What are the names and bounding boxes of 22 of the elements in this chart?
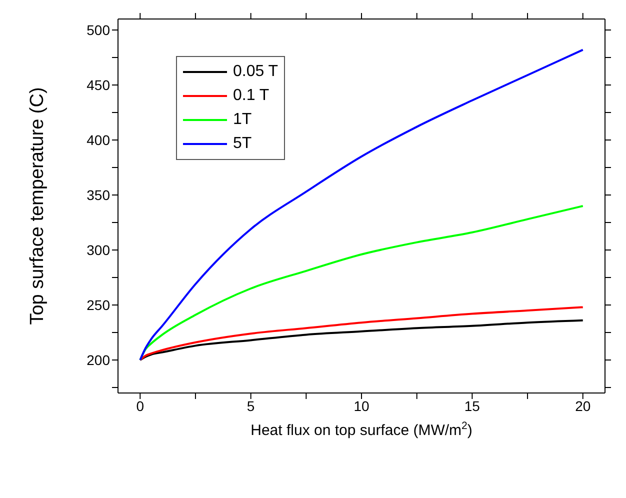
x-tick-label: 20 — [575, 398, 591, 414]
x-axis-title: Heat flux on top surface (MW/m$^{2}$) — [250, 420, 472, 439]
line-series — [139, 205, 584, 361]
legend-label: 0.05 T — [233, 62, 278, 82]
line-series — [139, 319, 584, 361]
y-tick-label: 350 — [86, 186, 110, 203]
x-tick-label: 15 — [464, 398, 480, 414]
line-series — [139, 306, 584, 361]
x-tick-label: 5 — [246, 398, 255, 414]
line-series — [139, 48, 584, 361]
y-tick-label: 500 — [86, 22, 110, 38]
y-tick-label: 250 — [86, 296, 110, 313]
y-axis-title: Top surface temperature (C) — [27, 87, 48, 325]
y-tick-label: 400 — [86, 132, 110, 148]
y-tick-label: 200 — [86, 352, 110, 368]
y-tick-label: 300 — [86, 242, 110, 258]
legend-label: 1T — [233, 110, 252, 130]
x-tick-label: 0 — [136, 398, 144, 414]
legend-label: 5T — [233, 134, 252, 154]
y-tick-label: 450 — [86, 76, 110, 93]
legend-label: 0.1 T — [233, 86, 270, 106]
x-tick-label: 10 — [354, 398, 370, 414]
